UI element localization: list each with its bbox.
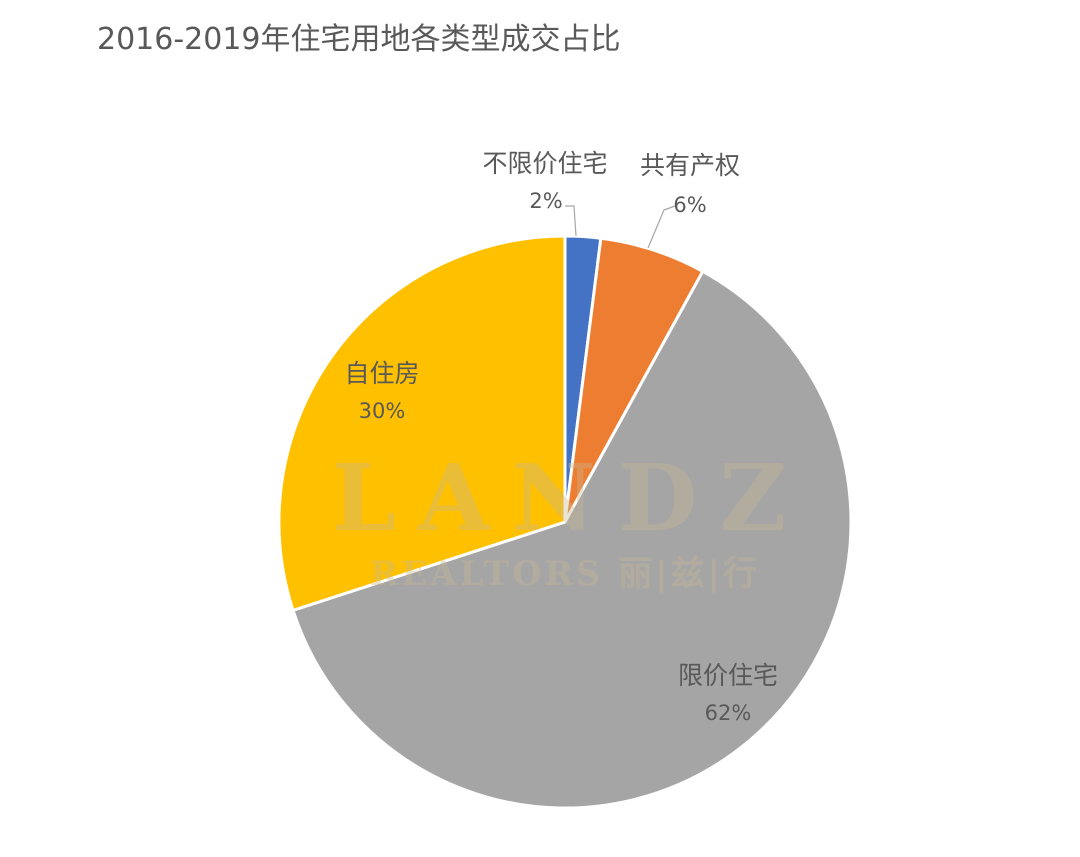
pie-slices: [277, 234, 853, 810]
slice-category-label: 不限价住宅: [482, 149, 607, 178]
leader-line: [647, 205, 676, 249]
watermark-logo-text: LANDZ: [331, 444, 808, 552]
slice-category-label: 自住房: [344, 359, 419, 388]
slice-value-label: 62%: [705, 701, 752, 725]
slice-labels: 不限价住宅 2% 共有产权 6% 限价住宅 62% 自住房 30%: [344, 149, 778, 725]
slice-category-label: 限价住宅: [678, 661, 778, 690]
slice-value-label: 2%: [529, 189, 562, 213]
label-leader-lines: [565, 205, 676, 249]
pie-slice-4: [277, 234, 567, 612]
pie-slice-3: [291, 269, 853, 810]
leader-line: [565, 205, 577, 237]
slice-value-label: 6%: [673, 193, 706, 217]
slice-category-label: 共有产权: [640, 151, 740, 180]
slice-value-label: 30%: [359, 399, 406, 423]
chart-title: 2016-2019年住宅用地各类型成交占比: [97, 22, 621, 57]
watermark-sub-text: REALTORS 丽|兹|行: [370, 554, 760, 594]
watermark: LANDZ REALTORS 丽|兹|行: [331, 444, 808, 594]
